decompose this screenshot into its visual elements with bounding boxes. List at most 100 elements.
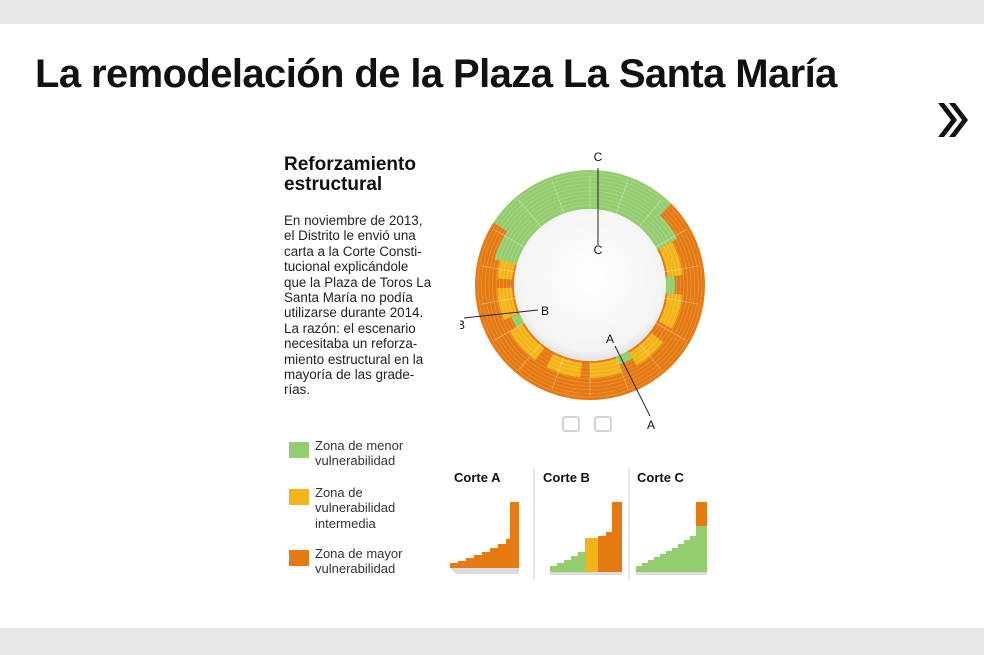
legend-line: Zona de mayor (315, 546, 403, 561)
section-title-line: Reforzamiento (284, 154, 416, 175)
aisle (655, 322, 687, 341)
aisle (615, 180, 629, 214)
legend-line: Zona de menor (315, 438, 404, 453)
body-line: mayoría de las grade- (284, 367, 415, 383)
cut-line-b (463, 309, 539, 319)
aisle (480, 297, 516, 305)
seat-row (477, 172, 703, 398)
seat-row (510, 205, 670, 365)
zone-medium (658, 241, 683, 277)
plan-label-c-inner: C (594, 243, 603, 257)
body-line: Santa María no podía (284, 290, 413, 306)
aisle (615, 356, 629, 390)
zone-low (665, 276, 675, 294)
seating-rows (477, 172, 703, 398)
body-line: necesitaba un reforza- (284, 336, 418, 352)
top-band (0, 0, 984, 24)
legend-label: Zona de vulnerabilidad intermedia (315, 485, 440, 531)
zone-high (696, 502, 707, 526)
zone-medium (590, 358, 622, 378)
legend-line: Zona de (315, 485, 363, 500)
zone-low (550, 552, 585, 572)
aisle (518, 342, 542, 371)
seat-row (488, 183, 692, 387)
legend-label: Zona de mayor vulnerabilidad (315, 546, 440, 577)
zone-medium (509, 324, 545, 361)
section-base (636, 572, 707, 575)
gate (562, 416, 612, 432)
aisle (493, 322, 525, 341)
section-label-c: Corte C (637, 470, 685, 485)
body-text: En noviembre de 2013, el Distrito le env… (284, 213, 444, 398)
seat-row (502, 197, 678, 373)
body-line: que la Plaza de Toros La (284, 274, 432, 290)
legend-line: vulnerabilidad (315, 500, 396, 516)
legend-swatch-medium (289, 489, 309, 505)
section-title-line: estructural (284, 174, 383, 195)
legend-swatch-high (289, 550, 309, 566)
zone-medium (497, 287, 518, 320)
section-a-profile (450, 502, 519, 574)
zone-high (450, 502, 519, 568)
seat-row (484, 179, 696, 391)
section-c-profile (636, 502, 707, 575)
aisle (480, 265, 516, 273)
body-line: En noviembre de 2013, (284, 213, 423, 228)
body-line: carta a la Corte Consti- (284, 243, 422, 259)
section-b-profile (550, 502, 622, 575)
legend-swatch-low (289, 442, 309, 458)
zone-high (598, 502, 622, 572)
plan-label-a-inner: A (606, 332, 614, 346)
seat-row (492, 187, 688, 383)
zone-low (643, 214, 678, 250)
plan-label-b-outer: B (460, 318, 465, 332)
legend-line: vulnerabilidad (315, 561, 396, 577)
plan-label-c-outer: C (594, 150, 603, 164)
seat-row (481, 176, 699, 394)
aisle (664, 297, 700, 305)
plan-label-a-outer: A (647, 418, 655, 432)
zone-low (636, 526, 707, 572)
seat-row (495, 190, 685, 380)
aisle (551, 356, 565, 390)
plan-label-b-inner: B (541, 304, 549, 318)
zone-medium (658, 293, 683, 329)
zone-medium (497, 259, 516, 280)
next-button[interactable] (934, 98, 970, 142)
zone-medium (546, 353, 582, 378)
aisle (664, 265, 700, 273)
seat-row (499, 194, 681, 376)
legend-line: vulnerabilidad (315, 453, 396, 469)
zone-low (615, 350, 633, 365)
bullring-plan: C C B B A A (460, 150, 705, 432)
body-line: utilizarse durante 2014. (284, 305, 424, 321)
legend-line: intermedia (315, 515, 376, 531)
aisle (638, 342, 662, 371)
page-title: La remodelación de la Plaza La Santa Mar… (35, 52, 837, 96)
section-label-a: Corte A (454, 470, 501, 485)
aisle (518, 199, 542, 228)
zone-low (493, 170, 672, 244)
section-label-b: Corte B (543, 470, 590, 485)
body-line: tucional explicándole (284, 259, 409, 275)
aisle (638, 199, 662, 228)
seat-row (506, 201, 674, 369)
section-base (450, 568, 519, 574)
cross-sections: Corte A Corte B Corte C (450, 468, 707, 580)
aisle (493, 229, 525, 248)
body-line: el Distrito le envió una (284, 228, 416, 244)
arena (514, 209, 666, 361)
body-line: La razón: el escenario (284, 320, 416, 336)
bottom-band (0, 628, 984, 655)
section-title: Reforzamiento estructural (284, 155, 454, 195)
zone-medium (585, 538, 598, 572)
body-line: rías. (284, 382, 311, 398)
section-base (550, 572, 622, 575)
zone-medium (629, 333, 664, 366)
zone-low (494, 231, 527, 266)
body-line: miento estructural en la (284, 351, 424, 367)
cut-line-a (614, 345, 651, 417)
legend-label: Zona de menor vulnerabilidad (315, 438, 440, 469)
aisle (655, 229, 687, 248)
aisle (551, 180, 565, 214)
